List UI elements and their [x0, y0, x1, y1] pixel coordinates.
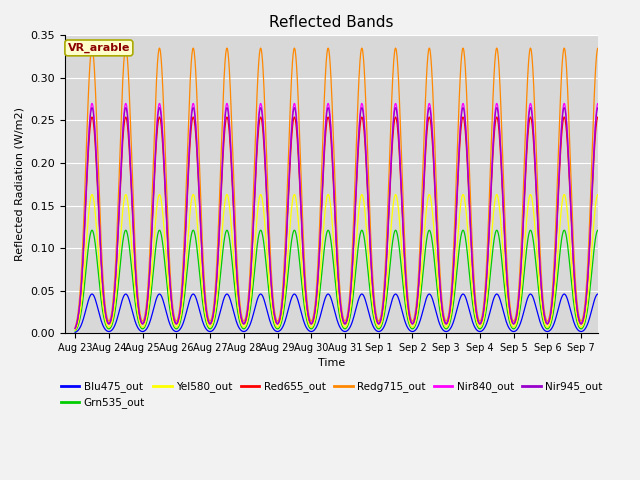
Text: VR_arable: VR_arable: [68, 43, 130, 53]
Legend: Blu475_out, Grn535_out, Yel580_out, Red655_out, Redg715_out, Nir840_out, Nir945_: Blu475_out, Grn535_out, Yel580_out, Red6…: [56, 377, 607, 412]
Title: Reflected Bands: Reflected Bands: [269, 15, 394, 30]
X-axis label: Time: Time: [318, 359, 345, 369]
Y-axis label: Reflected Radiation (W/m2): Reflected Radiation (W/m2): [15, 107, 25, 261]
